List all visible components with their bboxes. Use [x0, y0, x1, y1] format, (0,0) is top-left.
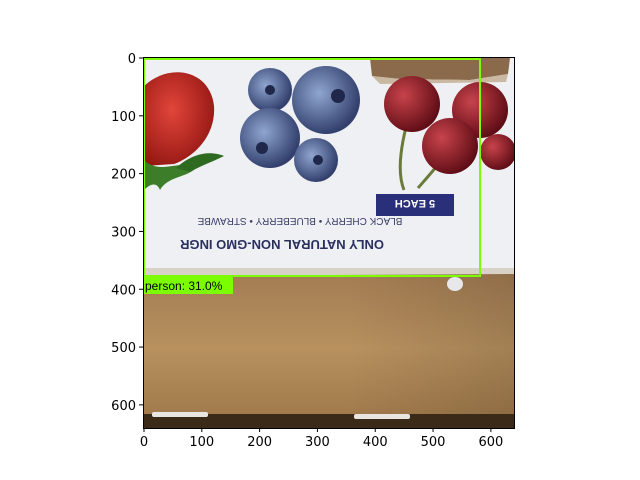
y-tick-label: 500 [111, 341, 136, 356]
y-tick-label: 0 [128, 52, 136, 67]
x-tick-label: 300 [305, 435, 330, 450]
x-tick-label: 500 [421, 435, 446, 450]
package-text: BLACK CHERRY • BLUEBERRY • STRAWBE ONLY … [179, 194, 454, 252]
x-tick-label: 200 [247, 435, 272, 450]
package-text-line-2: BLACK CHERRY • BLUEBERRY • STRAWBE [197, 215, 402, 226]
y-tick-label: 400 [111, 283, 136, 298]
x-tick-label: 400 [363, 435, 388, 450]
y-tick-label: 600 [111, 399, 136, 414]
strawberry-graphic [144, 72, 224, 190]
photo: BLACK CHERRY • BLUEBERRY • STRAWBE ONLY … [144, 58, 514, 428]
x-tick-label: 0 [140, 435, 148, 450]
y-tick-label: 300 [111, 225, 136, 240]
axes-frame [143, 57, 515, 429]
x-tick-label: 100 [189, 435, 214, 450]
detection-label: person: 31.0% [145, 279, 223, 293]
badge [376, 194, 454, 216]
package-text-line-1: ONLY NATURAL NON-GMO INGR [179, 237, 384, 252]
x-tick-label: 600 [478, 435, 503, 450]
blueberry-graphic [240, 66, 360, 182]
y-tick-label: 200 [111, 168, 136, 183]
cardboard-edge [144, 414, 514, 428]
badge-text: 5 EACH [395, 197, 435, 209]
cherry-graphic [384, 76, 514, 191]
axes-ticks: 0 100 200 300 400 500 600 0 100 200 300 400 500 600 [111, 52, 503, 450]
y-tick-label: 100 [111, 110, 136, 125]
detection-label-bg [144, 277, 233, 294]
